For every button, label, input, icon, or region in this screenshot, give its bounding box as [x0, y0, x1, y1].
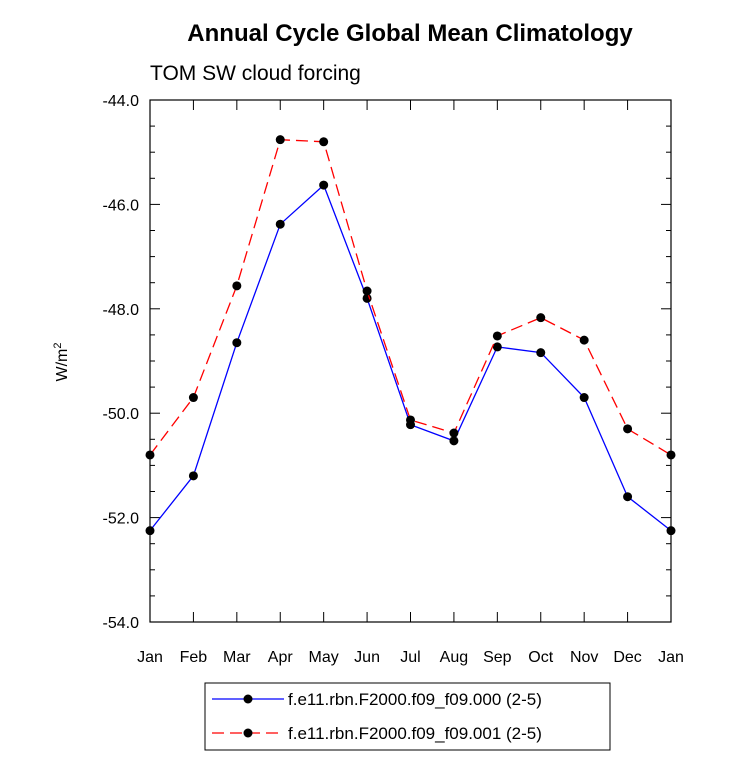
y-tick-label: -54.0 [103, 615, 140, 632]
x-tick-label: Aug [440, 649, 468, 666]
data-point-series-1 [449, 428, 459, 438]
legend-box [204, 682, 611, 751]
chart-title: Annual Cycle Global Mean Climatology [187, 20, 633, 47]
data-point-series-1 [362, 286, 372, 296]
y-axis-label: W/m2 [52, 343, 71, 382]
data-point-series-1 [536, 313, 546, 323]
x-tick-label: Feb [180, 649, 208, 666]
x-tick-label: Mar [223, 649, 251, 666]
x-tick-label: Oct [528, 649, 553, 666]
data-point-series-0 [623, 492, 633, 502]
x-tick-label: Dec [613, 649, 641, 666]
y-tick-label: -46.0 [103, 197, 140, 214]
data-point-series-0 [492, 342, 502, 352]
y-tick-labels: -54.0 -52.0 -50.0 -48.0 -46.0 -44.0 [103, 93, 140, 632]
legend-label-0: f.e11.rbn.F2000.f09_f09.000 (2-5) [288, 690, 542, 709]
y-tick-label: -48.0 [103, 302, 140, 319]
data-point-series-0 [536, 348, 546, 358]
x-tick-label: Jan [658, 649, 684, 666]
data-point-series-0 [232, 338, 242, 348]
data-point-series-0 [579, 393, 589, 403]
plot-frame [149, 99, 672, 623]
x-tick-label: Jun [354, 649, 380, 666]
x-tick-label: May [309, 649, 339, 666]
legend-label-1: f.e11.rbn.F2000.f09_f09.001 (2-5) [288, 724, 542, 743]
data-point-series-1 [406, 415, 415, 425]
series-line-1 [149, 139, 672, 456]
data-point-series-1 [579, 335, 589, 345]
data-point-series-1 [232, 281, 242, 291]
legend: f.e11.rbn.F2000.f09_f09.000 (2-5) f.e11.r… [204, 682, 611, 751]
legend-marker-0 [243, 694, 253, 704]
x-tick-labels: Jan Feb Mar Apr May Jun Jul Aug Sep Oct Nov Dec Jan [137, 649, 684, 666]
data-point-series-1 [188, 393, 198, 403]
y-tick-label: -44.0 [103, 93, 140, 110]
data-point-series-0 [449, 436, 459, 446]
legend-marker-1 [243, 728, 253, 738]
data-point-series-1 [492, 331, 502, 341]
chart-subtitle: TOM SW cloud forcing [150, 62, 361, 85]
data-point-series-0 [275, 219, 285, 229]
data-point-series-1 [275, 135, 285, 145]
x-tick-label: Apr [268, 649, 294, 666]
x-tick-label: Jan [137, 649, 163, 666]
data-point-series-0 [188, 471, 198, 481]
x-tick-label: Jul [400, 649, 420, 666]
x-tick-label: Nov [570, 649, 598, 666]
y-tick-label: -50.0 [103, 406, 140, 423]
axis-ticks [149, 99, 672, 623]
x-tick-label: Sep [483, 649, 512, 666]
data-point-series-1 [623, 424, 633, 434]
data-point-series-1 [319, 137, 329, 147]
data-point-series-0 [319, 180, 329, 190]
data-series [145, 135, 676, 536]
y-tick-label: -52.0 [103, 511, 140, 528]
